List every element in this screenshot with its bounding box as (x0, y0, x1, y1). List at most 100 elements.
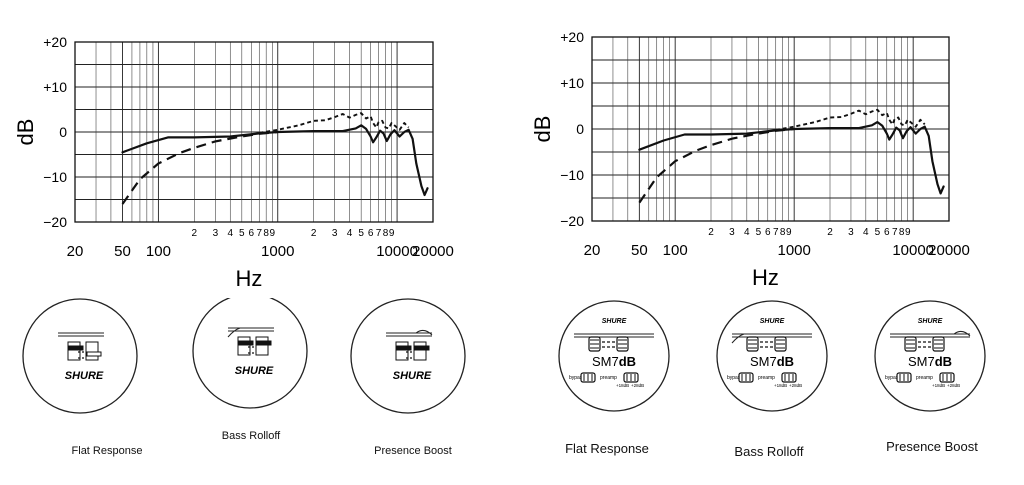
caption-flat-response-right: Flat Response (565, 441, 649, 456)
caption-presence-boost-left: Presence Boost (374, 445, 452, 457)
x-minor-tick-label: 3 (848, 227, 854, 238)
switch-housing (255, 336, 269, 356)
plot-frame (74, 41, 434, 223)
x-minor-tick-label: 9 (905, 227, 911, 238)
y-axis-title: dB (530, 116, 555, 143)
series-presence-boost (259, 112, 410, 134)
shure-logo: SHURE (393, 370, 432, 382)
bass-rolloff-curve-icon (227, 327, 241, 338)
shure-logo: SHURE (65, 370, 104, 382)
x-minor-tick-label: 9 (389, 228, 395, 239)
switch-slot (238, 340, 254, 346)
presence-curve-icon (953, 330, 971, 337)
shure-logo: SHURE (918, 318, 943, 325)
x-tick-label: 20000 (928, 242, 970, 259)
x-minor-tick-label: 8 (383, 228, 389, 239)
bypass-label: bypass (885, 375, 901, 381)
y-tick-label: −10 (560, 167, 584, 183)
x-minor-tick-label: 8 (899, 227, 905, 238)
x-minor-tick-label: 9 (786, 227, 792, 238)
x-minor-tick-label: 2 (827, 227, 833, 238)
switch-diagram-flat: SHURE SM7dB bypass preamp +18dB +28dB (558, 300, 670, 412)
gain-low-label: +18dB (774, 383, 787, 388)
y-tick-label: 0 (59, 124, 67, 140)
x-minor-tick-label: 5 (358, 228, 364, 239)
switch-circle (558, 300, 670, 412)
switch-diagram-presence-boost: SHURE (350, 298, 466, 414)
preamp-label: preamp (600, 375, 617, 381)
x-minor-tick-label: 2 (311, 228, 317, 239)
series-bass-rolloff (638, 127, 795, 204)
x-minor-tick-label: 3 (332, 228, 338, 239)
switch-diagrams-left: SHURE SHURE SHURE (22, 298, 466, 414)
x-minor-tick-label: 2 (708, 227, 714, 238)
bypass-label: bypass (569, 375, 585, 381)
switch-housing (413, 341, 427, 361)
caption-bass-rolloff-right: Bass Rolloff (734, 444, 804, 459)
x-axis-title: Hz (752, 265, 779, 290)
plot-frame (591, 36, 950, 222)
switch-housing (395, 341, 409, 361)
x-minor-tick-label: 5 (756, 227, 762, 238)
presence-curve-icon (415, 329, 433, 336)
switch-circle (716, 300, 828, 412)
x-tick-label: 50 (631, 242, 648, 259)
switch-slot (68, 345, 84, 351)
caption-bass-rolloff-left: Bass Rolloff (221, 430, 281, 442)
x-minor-tick-label: 5 (875, 227, 881, 238)
x-minor-tick-label: 6 (884, 227, 890, 238)
model-name: SM7dB (908, 354, 952, 369)
x-tick-label: 100 (663, 242, 688, 259)
x-minor-tick-label: 7 (892, 227, 898, 238)
switch-circle (874, 300, 986, 412)
x-minor-tick-label: 8 (263, 228, 269, 239)
gain-low-label: +18dB (616, 383, 629, 388)
gain-high-label: +28dB (789, 383, 802, 388)
switch-slot (396, 345, 412, 351)
x-minor-tick-label: 4 (227, 228, 233, 239)
x-minor-tick-label: 5 (239, 228, 245, 239)
y-tick-label: +20 (560, 29, 584, 45)
x-minor-tick-label: 2 (192, 228, 198, 239)
x-tick-label: 100 (146, 243, 171, 260)
caption-flat-response-left: Flat Response (71, 445, 143, 457)
shure-logo: SHURE (602, 318, 627, 325)
x-minor-tick-label: 7 (376, 228, 382, 239)
x-tick-label: 10000 (892, 242, 934, 259)
gain-high-label: +28dB (631, 383, 644, 388)
y-tick-label: −20 (560, 213, 584, 229)
bypass-label: bypass (727, 375, 743, 381)
shure-logo: SHURE (235, 365, 274, 377)
x-minor-tick-label: 7 (773, 227, 779, 238)
x-tick-label: 20000 (412, 243, 454, 260)
x-minor-tick-label: 6 (765, 227, 771, 238)
x-tick-label: 10000 (376, 243, 418, 260)
switch-housing (67, 341, 81, 361)
caption-presence-boost-right: Presence Boost (886, 439, 978, 454)
x-minor-tick-label: 4 (863, 227, 869, 238)
model-name: SM7dB (750, 354, 794, 369)
y-axis-title: dB (13, 119, 38, 146)
y-tick-label: −10 (43, 169, 67, 185)
x-tick-label: 20 (67, 243, 84, 260)
x-tick-label: 20 (584, 242, 601, 259)
x-tick-label: 1000 (261, 243, 294, 260)
gain-high-label: +28dB (947, 383, 960, 388)
switch-slot (256, 340, 272, 346)
x-minor-tick-label: 3 (213, 228, 219, 239)
x-minor-tick-label: 6 (248, 228, 254, 239)
x-minor-tick-label: 4 (744, 227, 750, 238)
y-tick-label: −20 (43, 214, 67, 230)
x-axis-title: Hz (236, 266, 263, 291)
x-minor-tick-label: 6 (368, 228, 374, 239)
y-tick-label: 0 (576, 121, 584, 137)
y-tick-label: +20 (43, 34, 67, 50)
x-tick-label: 50 (114, 243, 131, 260)
bass-rolloff-curve-icon (731, 333, 745, 344)
switch-slot (414, 345, 430, 351)
switch-diagram-presence-boost: SHURE SM7dB bypass preamp +18dB +28dB (874, 300, 986, 412)
x-minor-tick-label: 9 (270, 228, 276, 239)
switch-diagram-flat: SHURE (22, 298, 138, 414)
